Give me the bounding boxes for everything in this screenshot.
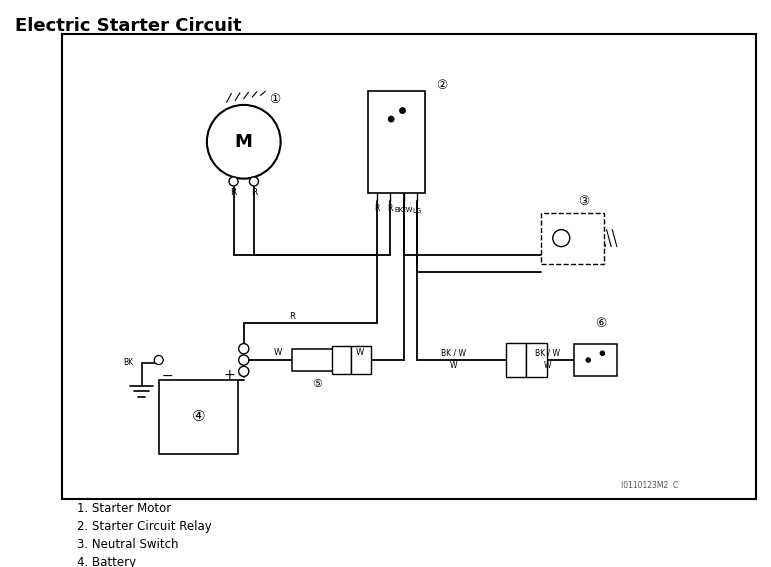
Circle shape	[239, 366, 249, 376]
Text: W: W	[356, 348, 364, 357]
Text: R: R	[231, 188, 237, 197]
Text: M: M	[235, 133, 253, 151]
Circle shape	[239, 355, 249, 365]
Text: 3. Neutral Switch: 3. Neutral Switch	[77, 538, 179, 551]
Bar	[292, 349, 343, 371]
Text: BK/W: BK/W	[395, 207, 413, 213]
Bar	[369, 91, 425, 193]
Bar	[526, 343, 547, 377]
Text: ①: ①	[269, 93, 281, 105]
Text: R: R	[374, 204, 379, 213]
Text: I0110123M2  C: I0110123M2 C	[621, 481, 678, 490]
Circle shape	[229, 177, 238, 186]
Text: +: +	[224, 369, 235, 382]
Text: −: −	[161, 369, 173, 382]
Text: W: W	[544, 361, 550, 370]
Text: LG: LG	[412, 208, 421, 214]
Text: Electric Starter Circuit: Electric Starter Circuit	[15, 17, 242, 35]
Text: 4. Battery: 4. Battery	[77, 556, 136, 567]
Text: 1. Starter Motor: 1. Starter Motor	[77, 502, 171, 515]
Text: ④: ④	[191, 409, 205, 424]
Circle shape	[389, 116, 394, 122]
Bar	[506, 343, 526, 377]
Bar	[541, 213, 604, 264]
Circle shape	[154, 356, 163, 365]
Bar	[159, 380, 238, 454]
Circle shape	[239, 344, 249, 354]
Circle shape	[250, 177, 258, 186]
Text: ⑥: ⑥	[595, 317, 607, 329]
Text: BK / W: BK / W	[534, 348, 560, 357]
Text: R: R	[387, 204, 392, 213]
Circle shape	[399, 108, 406, 113]
Text: BK / W: BK / W	[441, 348, 466, 357]
Text: R: R	[289, 312, 295, 321]
Text: ⑤: ⑤	[312, 379, 322, 389]
Bar	[352, 346, 372, 374]
Text: BK: BK	[123, 358, 133, 367]
Text: 2. Starter Circuit Relay: 2. Starter Circuit Relay	[77, 520, 212, 533]
Text: R: R	[251, 188, 257, 197]
Text: ②: ②	[436, 79, 448, 91]
Bar	[574, 344, 617, 375]
Circle shape	[553, 230, 570, 247]
Circle shape	[207, 105, 281, 179]
Circle shape	[586, 358, 591, 362]
Text: ③: ③	[578, 195, 590, 208]
Bar	[332, 346, 352, 374]
Text: W: W	[449, 361, 457, 370]
Text: W: W	[274, 348, 282, 357]
Circle shape	[600, 351, 604, 356]
